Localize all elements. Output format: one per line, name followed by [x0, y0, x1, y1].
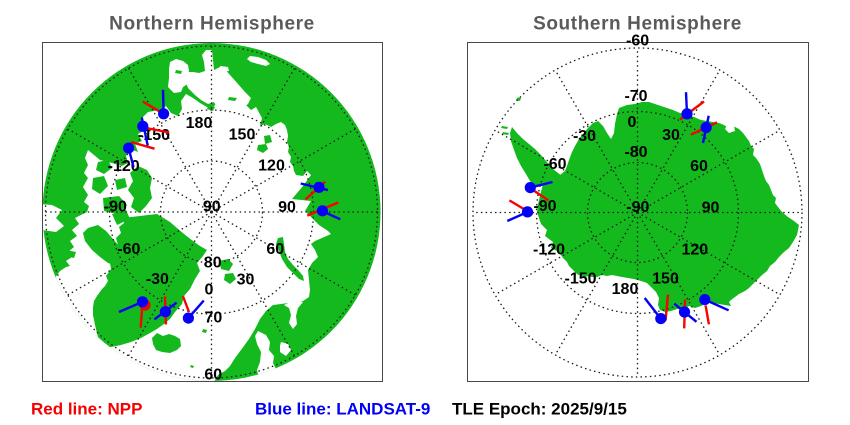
- svg-text:90: 90: [203, 198, 221, 215]
- svg-text:30: 30: [662, 127, 680, 144]
- svg-text:0: 0: [628, 114, 637, 131]
- svg-text:80: 80: [204, 255, 222, 272]
- svg-text:Red line: NPP: Red line: NPP: [31, 400, 142, 419]
- svg-text:-90: -90: [626, 199, 649, 216]
- svg-text:90: 90: [278, 199, 296, 216]
- svg-text:-30: -30: [573, 128, 596, 145]
- svg-text:90: 90: [702, 199, 720, 216]
- svg-text:-90: -90: [533, 198, 556, 215]
- svg-text:-30: -30: [146, 271, 169, 288]
- svg-text:70: 70: [205, 309, 223, 326]
- svg-text:120: 120: [681, 241, 708, 258]
- svg-text:0: 0: [205, 282, 214, 299]
- svg-text:30: 30: [237, 272, 255, 289]
- svg-text:180: 180: [186, 115, 213, 132]
- svg-text:180: 180: [612, 281, 639, 298]
- svg-text:150: 150: [652, 270, 679, 287]
- svg-text:-150: -150: [564, 271, 596, 288]
- svg-text:Northern Hemisphere: Northern Hemisphere: [109, 14, 315, 35]
- svg-text:-90: -90: [104, 198, 127, 215]
- svg-text:TLE Epoch: 2025/9/15: TLE Epoch: 2025/9/15: [452, 400, 627, 419]
- svg-text:60: 60: [204, 366, 222, 383]
- svg-text:150: 150: [229, 126, 256, 143]
- svg-text:-120: -120: [533, 242, 565, 259]
- svg-text:60: 60: [690, 158, 708, 175]
- svg-text:Blue line: LANDSAT-9: Blue line: LANDSAT-9: [255, 400, 430, 419]
- svg-text:-80: -80: [624, 144, 647, 161]
- svg-text:-60: -60: [117, 241, 140, 258]
- svg-text:-60: -60: [543, 156, 566, 173]
- svg-text:-70: -70: [624, 88, 647, 105]
- svg-text:-120: -120: [108, 158, 140, 175]
- svg-text:60: 60: [266, 241, 284, 258]
- svg-text:-60: -60: [626, 33, 649, 50]
- svg-text:Southern Hemisphere: Southern Hemisphere: [533, 14, 742, 35]
- svg-text:120: 120: [258, 157, 285, 174]
